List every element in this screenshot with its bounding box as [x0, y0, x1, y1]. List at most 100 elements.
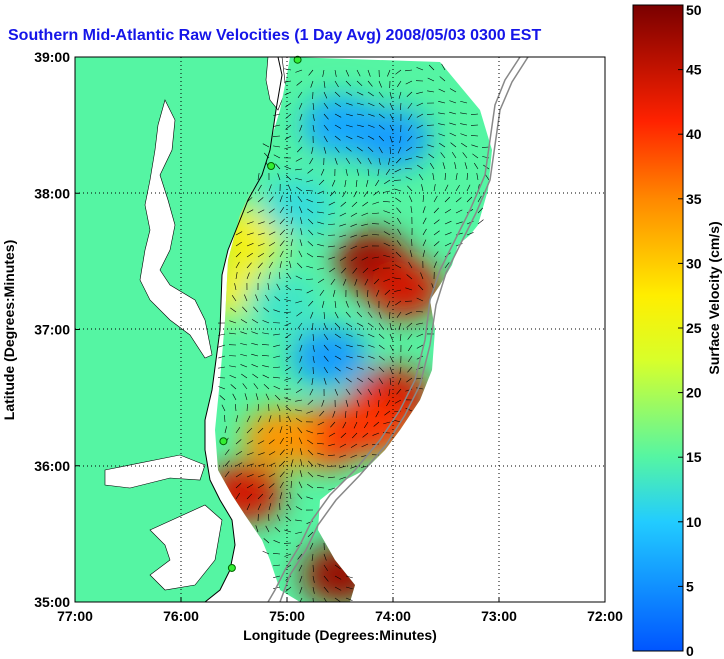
velocity-arrow [268, 231, 276, 236]
velocity-arrow [461, 142, 468, 148]
velocity-arrow [345, 597, 353, 601]
velocity-arrow [433, 184, 436, 192]
velocity-arrow [317, 442, 325, 445]
shelf-contour-2 [279, 57, 529, 602]
velocity-arrow [328, 432, 336, 437]
velocity-arrow [323, 553, 327, 561]
velocity-arrow [367, 146, 374, 153]
velocity-arrow [284, 68, 292, 71]
velocity-arrow [345, 91, 353, 96]
velocity-arrow [257, 440, 265, 445]
velocity-arrow [426, 135, 435, 137]
velocity-arrow [295, 519, 303, 522]
velocity-arrow [350, 234, 358, 238]
velocity-arrow [460, 123, 468, 126]
radar-station-marker [267, 162, 276, 170]
velocity-arrow [433, 251, 439, 258]
velocity-arrow [328, 256, 336, 260]
velocity-arrow [312, 586, 315, 594]
velocity-arrow [307, 399, 314, 405]
velocity-arrow [441, 63, 446, 71]
velocity-arrow [405, 407, 413, 412]
velocity-arrow [416, 67, 424, 71]
colorbar-tick-label: 20 [686, 385, 702, 401]
velocity-arrow [307, 439, 314, 445]
velocity-arrow [299, 124, 303, 132]
velocity-arrow [296, 80, 303, 86]
velocity-arrow [332, 410, 336, 418]
velocity-arrow [466, 173, 468, 181]
velocity-arrow [345, 355, 353, 359]
velocity-arrow [444, 220, 452, 225]
colorbar-tick-label: 15 [686, 449, 702, 465]
velocity-arrow [345, 168, 348, 176]
velocity-arrow [273, 575, 281, 578]
velocity-arrow [378, 311, 382, 319]
velocity-arrow [334, 597, 341, 602]
velocity-arrow [442, 162, 446, 170]
colorbar [632, 4, 684, 652]
velocity-arrow [268, 242, 276, 247]
velocity-arrow [317, 211, 325, 214]
velocity-arrow [471, 144, 479, 148]
velocity-arrow [262, 332, 270, 335]
velocity-arrow [378, 355, 385, 361]
velocity-arrow [449, 100, 457, 104]
velocity-arrow [339, 245, 347, 249]
velocity-arrow [378, 91, 384, 98]
velocity-arrow [376, 289, 380, 297]
velocity-arrow [432, 173, 435, 181]
colorbar-tick-label: 40 [686, 126, 702, 142]
velocity-arrow [318, 179, 325, 186]
pamlico-sound [149, 504, 223, 591]
velocity-arrow [321, 399, 325, 407]
velocity-arrow [290, 206, 293, 214]
velocity-arrow [367, 322, 374, 328]
velocity-arrow [311, 146, 314, 154]
velocity-arrow [257, 262, 263, 269]
velocity-arrow [356, 157, 362, 164]
velocity-arrow [284, 529, 292, 533]
velocity-arrow [361, 245, 369, 249]
velocity-arrow [320, 168, 325, 176]
velocity-arrow [365, 179, 369, 187]
velocity-arrow [378, 388, 382, 396]
velocity-arrow [323, 322, 327, 330]
velocity-arrow [317, 432, 325, 435]
coastline [204, 57, 283, 602]
velocity-arrow [317, 474, 325, 478]
velocity-arrow [388, 157, 391, 165]
velocity-arrow [416, 344, 424, 349]
velocity-arrow [279, 250, 284, 258]
velocity-arrow [377, 399, 380, 407]
velocity-arrow [284, 146, 292, 150]
velocity-arrow [289, 261, 292, 269]
velocity-arrow [367, 69, 371, 77]
velocity-arrow [332, 289, 336, 297]
velocity-arrow [312, 102, 315, 110]
velocity-arrow [406, 274, 413, 280]
velocity-arrow [418, 174, 424, 181]
velocity-arrow [394, 188, 402, 192]
velocity-arrow [295, 388, 303, 393]
velocity-arrow [224, 449, 230, 456]
velocity-arrow [356, 344, 364, 347]
velocity-arrow [322, 69, 325, 77]
velocity-arrow [367, 399, 370, 407]
velocity-arrow [373, 278, 380, 285]
velocity-arrow [345, 124, 353, 128]
velocity-arrow [406, 146, 413, 152]
velocity-arrow [477, 207, 483, 214]
velocity-arrow [334, 564, 341, 570]
velocity-arrow [356, 146, 363, 152]
velocity-arrow [268, 184, 272, 192]
velocity-arrow [267, 514, 270, 522]
velocity-arrow [299, 206, 303, 214]
velocity-arrow [306, 496, 314, 500]
velocity-arrow [274, 296, 281, 302]
velocity-arrow [300, 228, 303, 236]
velocity-arrow [484, 174, 490, 181]
y-tick-label: 38:00 [34, 185, 70, 201]
velocity-arrow [389, 135, 393, 143]
velocity-arrow [406, 322, 413, 328]
